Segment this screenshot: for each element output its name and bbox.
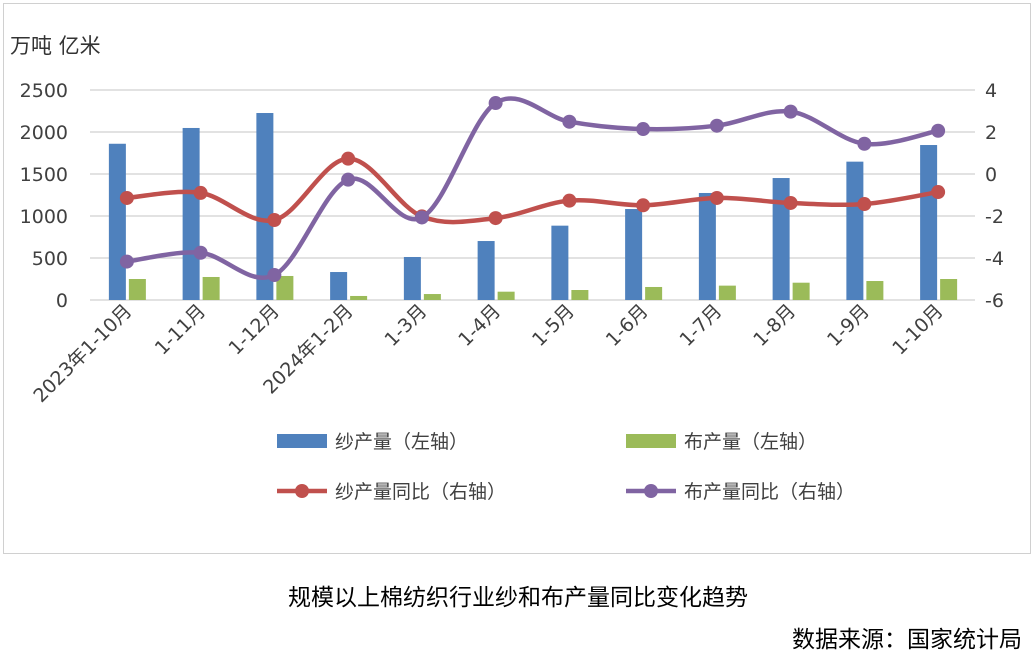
bar-cloth <box>128 279 146 300</box>
bar-yarn <box>477 241 495 300</box>
bar-cloth <box>350 295 368 300</box>
point-yarn-yoy <box>193 185 208 200</box>
left-tick-label: 1500 <box>20 164 68 186</box>
bar-cloth <box>423 294 441 300</box>
point-cloth-yoy <box>267 268 282 283</box>
legend-label: 布产量（左轴） <box>684 431 817 453</box>
left-tick-label: 2500 <box>20 80 68 102</box>
bar-yarn <box>698 192 716 300</box>
y-unit-label: 万吨 亿米 <box>10 34 101 58</box>
bar-cloth <box>792 282 810 300</box>
x-tick-label: 1-4月 <box>454 300 505 351</box>
point-yarn-yoy <box>857 197 872 212</box>
right-tick-label: -6 <box>985 290 1004 312</box>
right-tick-label: 0 <box>985 164 997 186</box>
chart-title: 规模以上棉纺织行业纱和布产量同比变化趋势 <box>288 585 748 611</box>
bar-cloth <box>718 285 736 300</box>
chart-frame <box>3 3 1031 554</box>
point-yarn-yoy <box>488 211 503 226</box>
bar-cloth <box>571 290 589 300</box>
legend-marker <box>295 484 309 498</box>
bar-yarn <box>551 225 569 300</box>
x-tick-label: 1-7月 <box>675 300 726 351</box>
point-yarn-yoy <box>709 190 724 205</box>
left-tick-label: 500 <box>32 248 68 270</box>
right-tick-label: -4 <box>985 248 1004 270</box>
x-tick-label: 1-12月 <box>224 300 283 359</box>
bar-cloth <box>276 275 294 300</box>
right-tick-label: 2 <box>985 122 997 144</box>
line-yarn-yoy <box>126 156 939 225</box>
legend-label: 纱产量同比（右轴） <box>335 481 506 503</box>
point-yarn-yoy <box>267 212 282 227</box>
point-cloth-yoy <box>193 245 208 260</box>
point-cloth-yoy <box>414 210 429 225</box>
point-cloth-yoy <box>488 96 503 111</box>
bar-yarn <box>403 256 421 300</box>
x-tick-label: 1-8月 <box>749 300 800 351</box>
point-cloth-yoy <box>783 104 798 119</box>
right-tick-label: -2 <box>985 206 1004 228</box>
bar-cloth <box>866 281 884 300</box>
bar-cloth <box>645 286 663 300</box>
point-yarn-yoy <box>119 190 134 205</box>
left-tick-label: 1000 <box>20 206 68 228</box>
bar-yarn <box>182 127 200 300</box>
point-yarn-yoy <box>783 195 798 210</box>
point-yarn-yoy <box>931 185 946 200</box>
right-tick-label: 4 <box>985 80 997 102</box>
bar-yarn <box>108 143 126 300</box>
bar-yarn <box>846 161 864 300</box>
point-cloth-yoy <box>931 123 946 138</box>
x-tick-label: 2023年1-10月 <box>29 300 136 407</box>
legend-marker <box>644 484 658 498</box>
bar-cloth <box>940 279 958 300</box>
line-cloth-yoy <box>126 96 939 280</box>
bar-yarn <box>625 209 643 300</box>
bar-yarn <box>920 145 938 300</box>
point-yarn-yoy <box>636 198 651 213</box>
point-cloth-yoy <box>636 122 651 137</box>
point-yarn-yoy <box>341 151 356 166</box>
point-cloth-yoy <box>709 118 724 133</box>
point-cloth-yoy <box>857 136 872 151</box>
bar-yarn <box>256 113 274 301</box>
x-tick-label: 1-6月 <box>602 300 653 351</box>
point-cloth-yoy <box>119 254 134 269</box>
legend-label: 纱产量（左轴） <box>335 431 468 453</box>
point-cloth-yoy <box>562 114 577 129</box>
point-cloth-yoy <box>341 172 356 187</box>
x-tick-label: 1-10月 <box>888 300 947 359</box>
left-tick-label: 0 <box>56 290 68 312</box>
x-tick-label: 1-3月 <box>380 300 431 351</box>
legend-swatch <box>626 434 676 448</box>
legend-swatch <box>277 434 327 448</box>
left-tick-label: 2000 <box>20 122 68 144</box>
bar-yarn <box>330 272 348 300</box>
x-tick-label: 1-5月 <box>528 300 579 351</box>
x-tick-label: 1-9月 <box>823 300 874 351</box>
bar-cloth <box>497 291 515 300</box>
x-tick-label: 1-11月 <box>151 300 210 359</box>
bar-cloth <box>202 276 220 300</box>
legend-label: 布产量同比（右轴） <box>684 481 855 503</box>
point-yarn-yoy <box>562 193 577 208</box>
bar-yarn <box>772 178 790 300</box>
chart-source: 数据来源：国家统计局 <box>792 627 1022 653</box>
